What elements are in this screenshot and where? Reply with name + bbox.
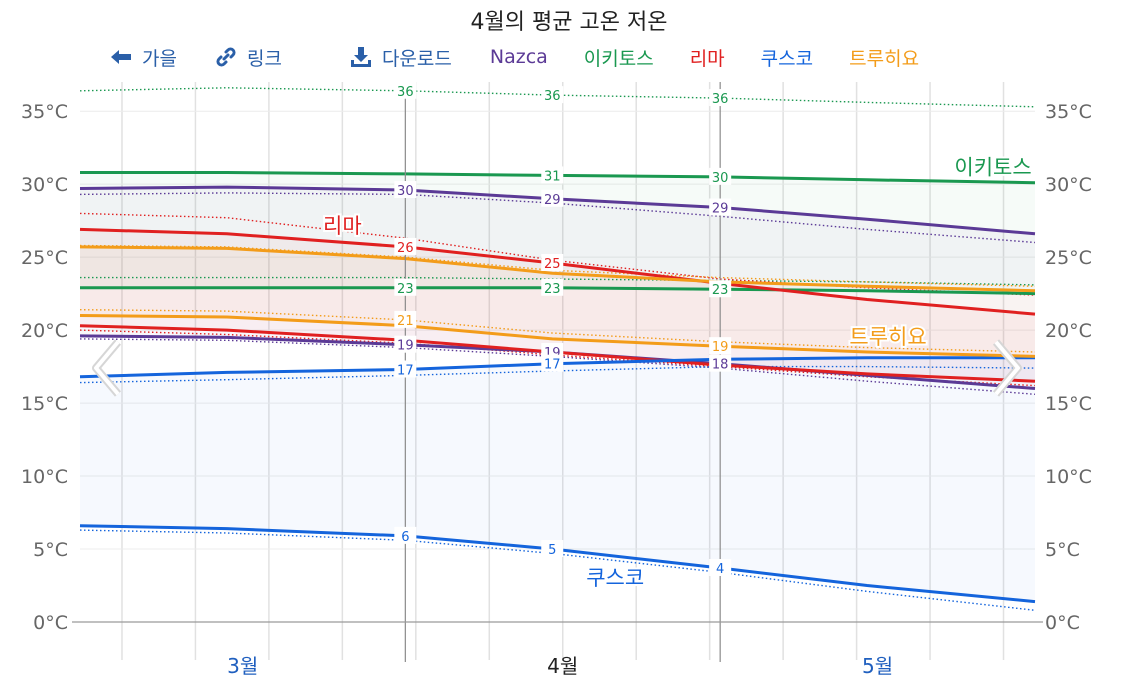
band-이키토스 [80,172,1035,294]
data-label-bg [709,354,732,372]
inline-label: 트루히요 [849,325,926,349]
data-label: 4 [716,562,724,577]
y-tick-label-right: 10°C [1045,466,1092,488]
download-icon [350,47,371,67]
y-tick-label-left: 10°C [21,466,68,488]
y-tick-label-left: 15°C [21,393,68,415]
data-label: 30 [397,184,414,199]
y-tick-label-right: 30°C [1045,174,1092,196]
data-label: 19 [712,340,729,355]
data-label: 25 [544,257,561,272]
chevron-left-icon[interactable] [90,338,124,398]
data-label-bg [709,559,732,576]
data-label-bg [394,360,417,378]
data-label-bg [394,278,417,296]
data-label-bg [709,280,732,298]
download-label: 다운로드 [381,47,452,70]
data-label: 29 [544,193,561,208]
data-label: 17 [397,364,414,379]
data-label: 5 [548,543,556,558]
data-label: 31 [544,169,561,184]
data-labels: 30 29 29 19 19 18 36 36 36 31 30 23 23 23 26 25 17 17 6 5 4 2… [394,81,732,577]
y-tick-label-right: 15°C [1045,393,1092,415]
data-label: 6 [401,530,409,545]
data-label-bg [541,278,564,296]
y-tick-label-right: 5°C [1045,539,1080,561]
band-트루히요 [80,246,1035,357]
data-label: 17 [544,358,561,373]
data-label: 29 [712,202,729,217]
y-tick-label-left: 5°C [33,539,68,561]
link-icon [216,47,236,67]
series-low-트루히요 [79,314,1036,358]
data-label-bg [541,253,564,271]
data-label-bg [394,237,417,255]
bands [80,172,1035,602]
toolbar: 가을 링크 다운로드 Nazca 이키토스 리마 쿠스코 트루히요 [110,42,919,72]
y-tick-label-left: 20°C [21,320,68,342]
data-label-bg [541,354,564,372]
data-label-bg [394,310,417,328]
y-tick-label-right: 25°C [1045,247,1092,269]
chevron-right-icon[interactable] [990,338,1024,398]
series-high-트루히요 [79,245,1036,293]
band-리마 [80,229,1035,382]
data-label: 18 [712,358,729,373]
data-label-bg [394,526,417,544]
month-label: 4월 [547,654,578,678]
download-button[interactable]: 다운로드 [350,44,452,71]
data-label: 23 [712,283,729,298]
y-tick-label-right: 20°C [1045,320,1092,342]
y-tick-label-left: 25°C [21,247,68,269]
y-tick-label-right: 35°C [1045,101,1092,123]
data-label-bg [541,86,564,104]
inline-label: 쿠스코 [586,566,644,590]
data-label-bg [541,189,564,207]
legend-cusco[interactable]: 쿠스코 [760,47,814,70]
arrow-left-icon [111,50,131,64]
data-label: 36 [397,85,414,100]
legend-lima[interactable]: 리마 [689,47,725,70]
data-label-bg [541,540,564,558]
data-label-bg [541,166,564,184]
legend-nazca[interactable]: Nazca [489,46,548,68]
y-tick-label-left: 35°C [21,101,68,123]
inline-label: 리마 [323,214,362,238]
link-label: 링크 [246,47,282,70]
data-label: 26 [397,241,414,256]
data-label: 36 [544,89,561,104]
data-label: 23 [544,282,561,297]
y-tick-label-left: 30°C [21,174,68,196]
inline-label: 이키토스 [954,156,1031,180]
back-button[interactable]: 가을 [110,44,177,71]
data-label: 23 [397,282,414,297]
data-label-bg [394,181,417,198]
data-label-bg [394,335,417,353]
chart-title: 4월의 평균 고온 저온 [470,10,668,35]
legend-trujillo[interactable]: 트루히요 [849,47,920,70]
month-label: 5월 [862,654,893,678]
data-label: 19 [397,339,414,354]
data-label-bg [709,89,732,107]
band-쿠스코 [80,357,1035,602]
data-label: 21 [397,314,414,329]
data-label-bg [394,81,417,99]
data-label: 36 [712,92,729,107]
link-button[interactable]: 링크 [215,44,282,71]
series-low_record-트루히요 [79,309,1036,353]
y-tick-label-right: 0°C [1045,612,1080,634]
data-label-bg [709,167,732,185]
legend-iquitos[interactable]: 이키토스 [583,47,654,70]
y-tick-label-left: 0°C [33,612,68,634]
month-label: 3월 [227,654,258,678]
data-label-bg [709,337,732,355]
data-label-bg [709,198,732,216]
data-label: 30 [712,171,729,186]
back-label: 가을 [142,47,177,70]
